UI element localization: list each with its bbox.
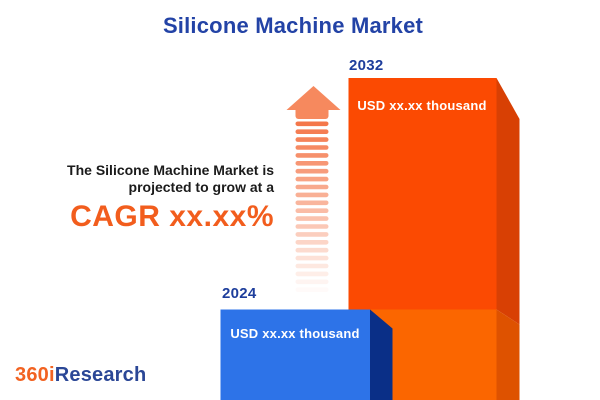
bar-2032-side-top xyxy=(496,78,520,325)
bar-value-2024: USD xx.xx thousand xyxy=(230,326,360,341)
year-label-2032: 2032 xyxy=(349,57,384,74)
bar-value-2032: USD xx.xx thousand xyxy=(357,98,487,113)
arrow-stripe xyxy=(295,240,329,245)
arrow-stripes xyxy=(295,121,329,292)
arrow-stripe xyxy=(295,153,329,158)
bar-2024-front xyxy=(220,309,370,400)
arrow-head-icon xyxy=(286,86,341,110)
arrow-stripe xyxy=(295,208,329,213)
arrow-stripe xyxy=(295,129,329,134)
arrow-stripe xyxy=(296,287,329,292)
arrow-stripe xyxy=(295,279,329,285)
arrow-stripe xyxy=(295,176,329,182)
bar-2032-front-top xyxy=(348,78,497,310)
cagr-value: CAGR xx.xx% xyxy=(70,200,274,233)
arrow-stripe xyxy=(295,192,329,198)
brand-logo: 360iResearch xyxy=(15,364,146,387)
arrow-stripe xyxy=(295,184,329,190)
bar-2032 xyxy=(348,78,520,400)
year-label-2024: 2024 xyxy=(222,285,257,302)
arrow-stripe xyxy=(295,247,329,253)
brand-logo-prefix: 360i xyxy=(15,364,55,386)
arrow-stripe xyxy=(295,255,329,261)
brand-logo-suffix: Research xyxy=(54,364,147,386)
growth-arrow-icon xyxy=(286,86,341,292)
arrow-stripe xyxy=(295,232,329,237)
page-title: Silicone Machine Market xyxy=(162,13,424,38)
arrow-stripe xyxy=(295,263,329,269)
bar-2024-side xyxy=(370,309,393,400)
arrow-stripe xyxy=(295,271,329,277)
bar-2032-side-bottom xyxy=(496,309,520,400)
growth-statement-line2: projected to grow at a xyxy=(128,179,274,195)
arrow-neck xyxy=(295,106,329,119)
arrow-stripe xyxy=(295,161,329,166)
growth-statement: The Silicone Machine Market is projected… xyxy=(67,162,274,234)
arrow-stripe xyxy=(295,168,329,174)
arrow-stripe xyxy=(295,145,329,150)
arrow-stripe xyxy=(295,216,329,221)
arrow-stripe xyxy=(295,200,329,206)
arrow-stripe xyxy=(295,121,329,127)
arrow-stripe xyxy=(295,224,329,229)
arrow-stripe xyxy=(295,137,329,142)
growth-statement-line1: The Silicone Machine Market is xyxy=(67,162,274,178)
bar-2024 xyxy=(220,309,393,400)
